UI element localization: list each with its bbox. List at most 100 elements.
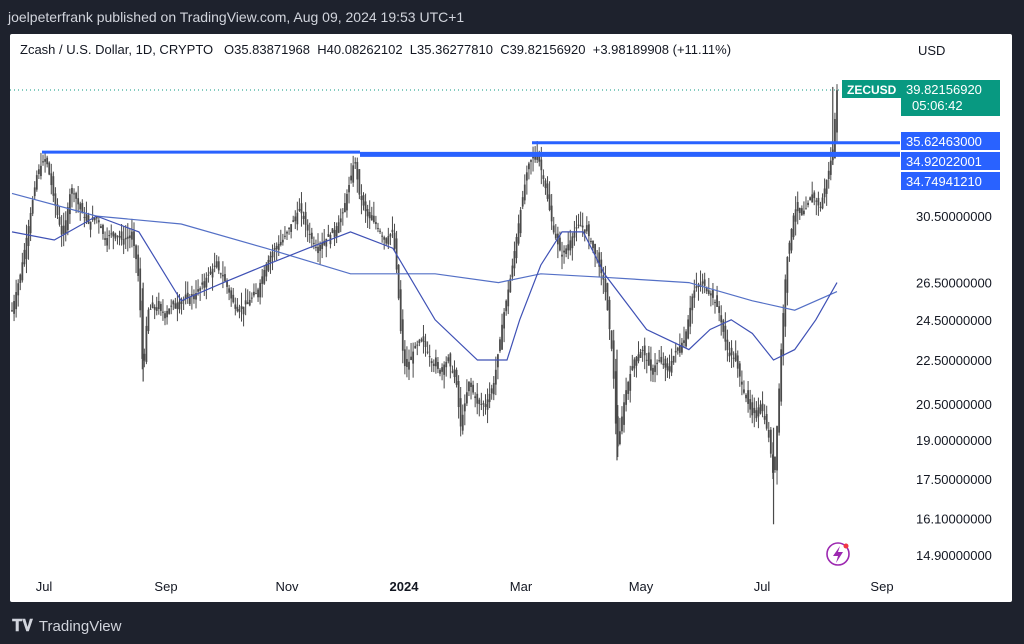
candle-body <box>151 302 154 308</box>
x-tick-label: May <box>629 579 654 594</box>
candle-body <box>186 292 189 298</box>
x-tick-label: 2024 <box>390 579 420 594</box>
candle-body <box>205 277 208 288</box>
candle-body <box>362 195 365 206</box>
candle-body <box>720 315 723 323</box>
candle-body <box>35 175 38 190</box>
candle-body <box>174 303 177 309</box>
candle-body <box>763 416 766 420</box>
candle-body <box>734 353 737 361</box>
candle-body <box>569 240 572 251</box>
candle-body <box>172 301 175 305</box>
candle-body <box>819 206 822 208</box>
candle-body <box>217 261 220 271</box>
candle-body <box>610 330 613 349</box>
candle-body <box>829 160 832 175</box>
candle-body <box>339 218 342 223</box>
legend-symbol: Zcash / U.S. Dollar, 1D, CRYPTO <box>20 42 214 57</box>
candle-body <box>193 294 195 300</box>
candle-body <box>337 222 340 233</box>
candle-body <box>277 243 280 250</box>
candle-body <box>162 311 164 313</box>
candle-body <box>424 341 427 348</box>
candle-body <box>565 248 568 254</box>
candle-body <box>284 235 286 237</box>
candle-body <box>106 238 109 246</box>
candle-body <box>776 426 778 471</box>
candle-body <box>37 169 40 175</box>
candle-body <box>23 249 26 265</box>
candle-body <box>709 293 712 296</box>
candle-body <box>257 289 259 298</box>
candle-body <box>110 233 113 235</box>
candle-body <box>159 303 162 311</box>
candle-body <box>503 312 506 329</box>
candle-body <box>676 347 679 351</box>
candle-body <box>782 313 785 356</box>
candle-body <box>792 215 795 238</box>
y-tick-label: 22.50000000 <box>916 353 992 368</box>
currency-label[interactable]: USD <box>918 43 946 58</box>
candle-body <box>296 212 299 225</box>
candle-body <box>579 225 582 227</box>
candle-body <box>712 290 714 298</box>
candle-body <box>383 237 386 240</box>
candle-body <box>139 268 142 311</box>
candle-body <box>827 170 830 180</box>
candle-body <box>116 235 119 237</box>
candle-body <box>641 349 644 351</box>
candle-body <box>40 165 42 177</box>
candle-body <box>410 356 412 361</box>
candle-body <box>232 294 235 303</box>
candle-body <box>530 160 532 162</box>
candle-body <box>308 233 311 235</box>
candle-body <box>250 297 253 299</box>
candle-body <box>796 202 799 212</box>
candle-body <box>176 302 179 309</box>
candle-body <box>439 369 441 374</box>
candle-body <box>726 339 729 351</box>
candle-body <box>571 236 574 249</box>
candle-body <box>170 305 173 307</box>
candle-body <box>511 265 514 278</box>
candle-body <box>470 382 472 388</box>
candle-body <box>370 215 373 221</box>
candle-body <box>703 279 706 286</box>
candle-body <box>434 357 437 367</box>
candle-body <box>732 357 735 359</box>
candle-body <box>753 407 756 414</box>
candle-body <box>180 300 183 305</box>
y-tick-label: 24.50000000 <box>916 313 992 328</box>
candle-body <box>811 194 814 203</box>
candle-body <box>68 194 71 215</box>
candle-body <box>397 264 400 299</box>
candle-body <box>718 306 721 313</box>
countdown: 05:06:42 <box>912 98 963 113</box>
candle-body <box>416 344 419 346</box>
candle-body <box>581 225 584 228</box>
candle-body <box>17 283 20 296</box>
candle-body <box>583 229 586 234</box>
candle-body <box>356 161 359 180</box>
level-label: 35.62463000 <box>906 134 982 149</box>
candle-body <box>19 274 22 284</box>
x-tick-label: Sep <box>870 579 893 594</box>
candle-body <box>432 363 435 366</box>
tradingview-logo[interactable]: 𝐓𝐕 TradingView <box>12 616 121 636</box>
candle-body <box>348 184 350 193</box>
candle-body <box>269 255 272 263</box>
candle-body <box>538 153 541 162</box>
candle-body <box>645 359 648 361</box>
candle-body <box>761 403 764 412</box>
candle-body <box>499 339 501 352</box>
candle-body <box>494 369 497 385</box>
candle-body <box>279 241 282 245</box>
candle-body <box>197 289 199 292</box>
candle-body <box>468 381 470 392</box>
candle-body <box>598 252 601 267</box>
candle-body <box>542 175 545 179</box>
candle-body <box>594 244 596 255</box>
candle-body <box>226 280 228 287</box>
candle-body <box>230 290 233 299</box>
